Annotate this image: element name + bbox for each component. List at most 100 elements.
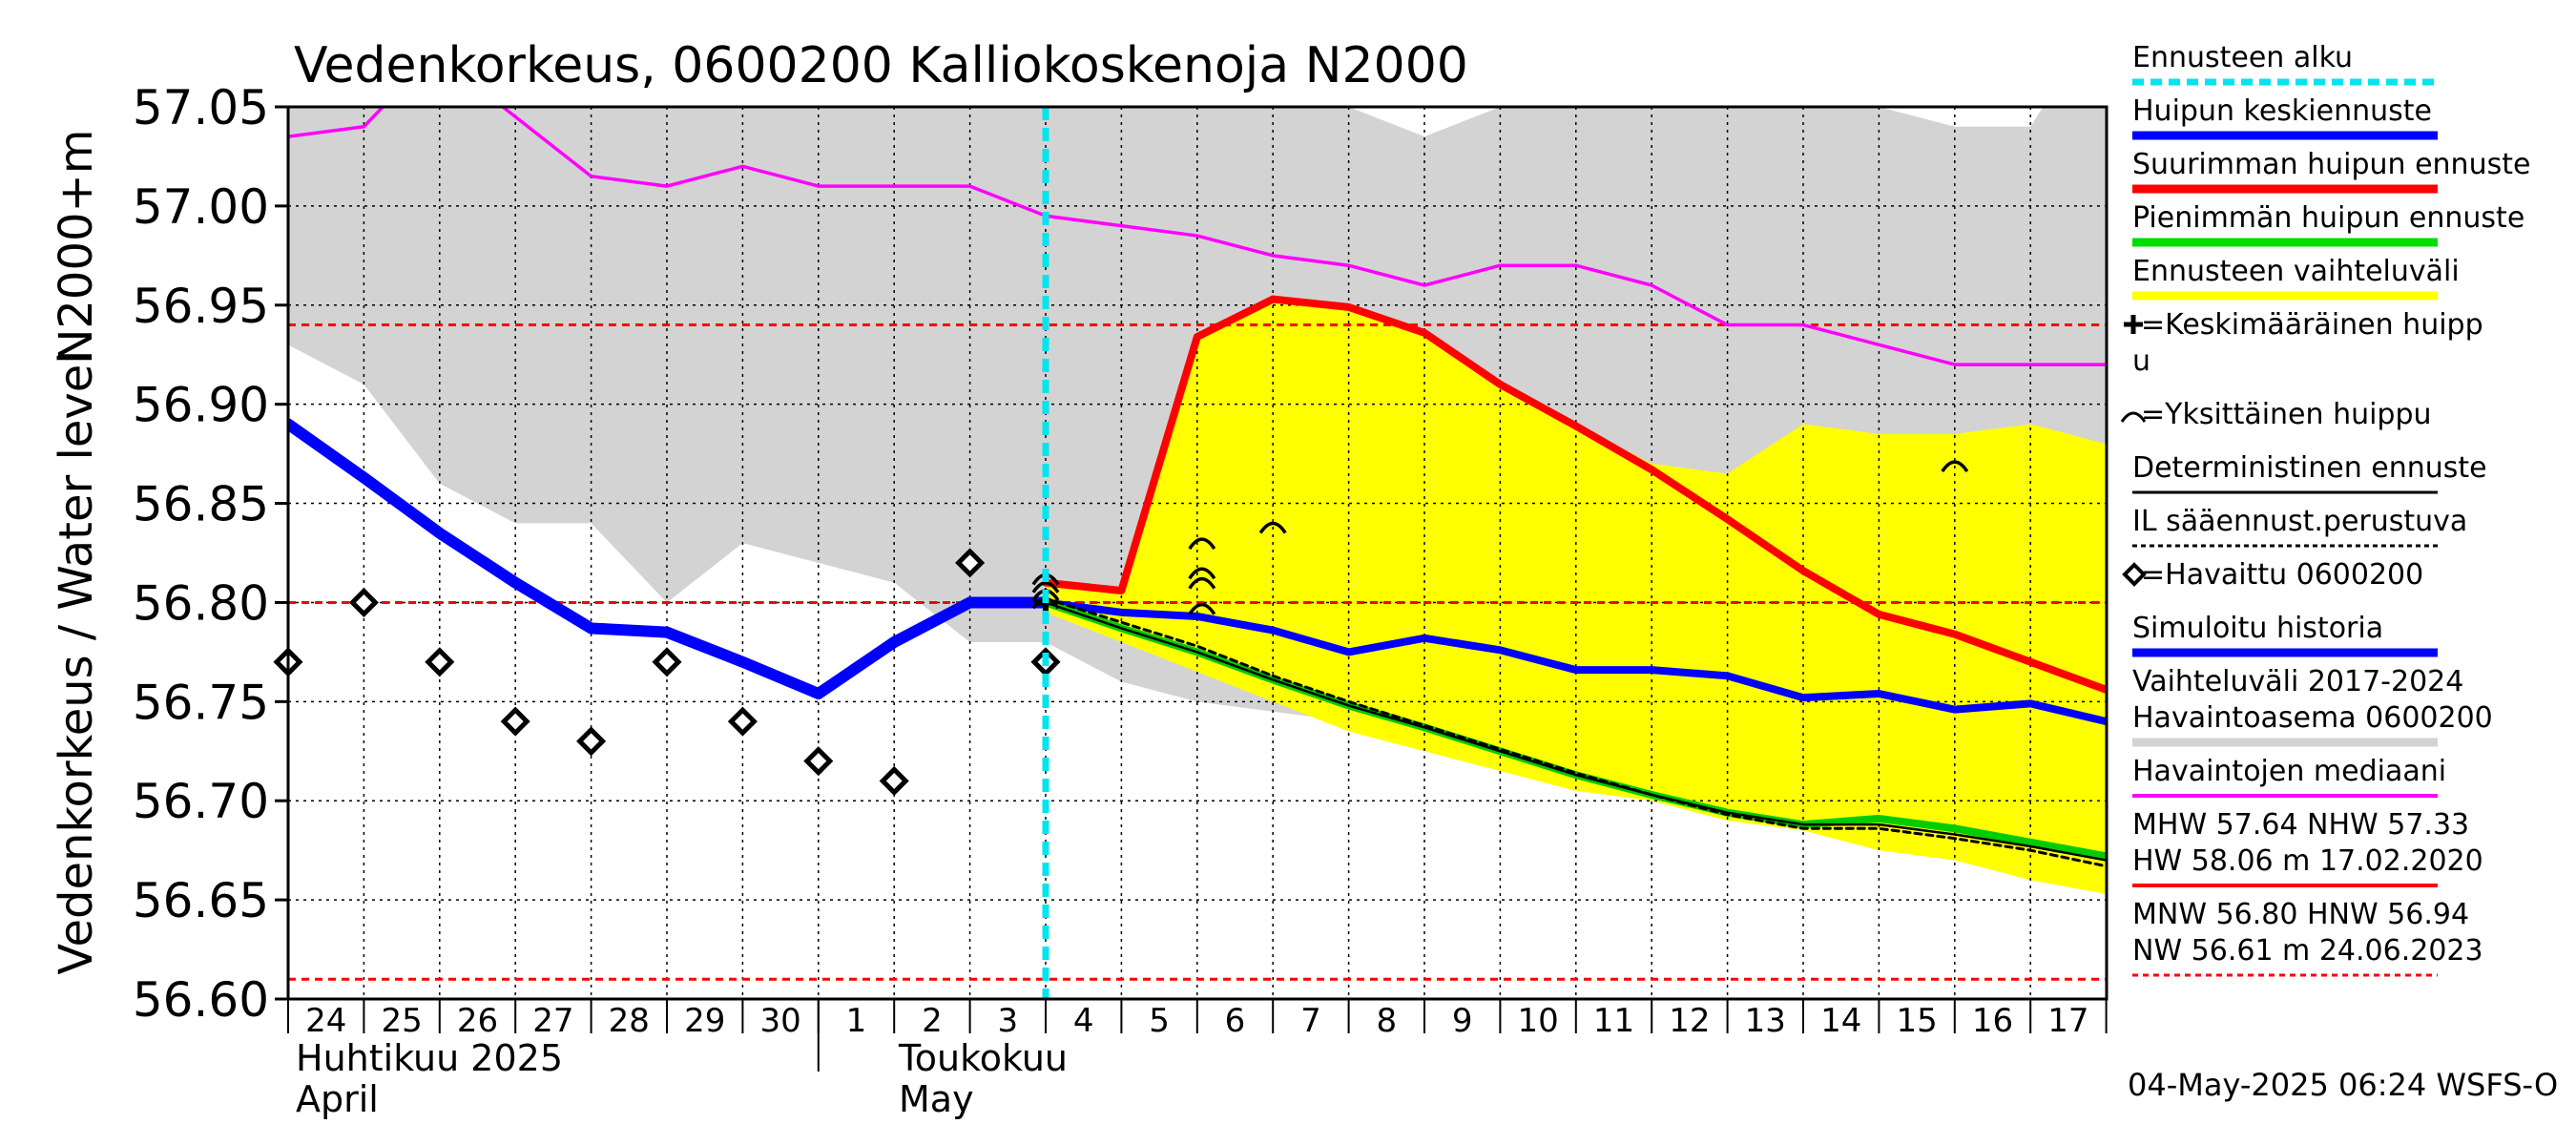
legend-vaihteluvali-2017-2024-label-2: Havaintoasema 0600200 [2132, 701, 2493, 735]
x-tick-label-29: 29 [684, 1002, 725, 1040]
legend-suurimman-huipun-ennuste: Suurimman huipun ennuste [2132, 148, 2530, 194]
legend-il-saaennust-perustuva: IL sääennust.perustuva [2132, 505, 2467, 548]
observed-point [803, 746, 834, 777]
legend-keskimaarainen-huipp-label-2: u [2132, 344, 2150, 378]
x-tick-label-12: 12 [1669, 1002, 1710, 1040]
legend-yksittainen-huippu-swatch [2120, 411, 2147, 423]
observed-point [652, 647, 682, 677]
band-ennusteen-vaihteluvali [1046, 295, 2107, 894]
legend-ennusteen-vaihteluvali: Ennusteen vaihteluväli [2132, 255, 2460, 301]
month-may-fi: Toukokuu [898, 1037, 1068, 1079]
legend-havaintojen-mediaani: Havaintojen mediaani [2132, 755, 2446, 798]
legend-havaittu-0600200-swatch [2122, 562, 2147, 587]
x-tick-label-27: 27 [532, 1002, 573, 1040]
x-tick-label-4: 4 [1073, 1002, 1094, 1040]
legend-huipun-keskiennuste-label: Huipun keskiennuste [2132, 94, 2432, 128]
y-tick-label-57.00: 57.00 [133, 179, 269, 235]
y-axis-unit-label: N2000+m [50, 129, 103, 363]
legend-keskimaarainen-huipp-label: =Keskimääräinen huipp [2141, 308, 2483, 342]
month-april-fi: Huhtikuu 2025 [296, 1037, 563, 1079]
observed-point [879, 765, 909, 796]
legend-havaintojen-mediaani-label: Havaintojen mediaani [2132, 755, 2446, 788]
x-tick-label-7: 7 [1300, 1002, 1321, 1040]
footer-timestamp: 04-May-2025 06:24 WSFS-O [2128, 1067, 2558, 1103]
legend-keskimaarainen-huipp-swatch [2124, 315, 2143, 334]
observed-point [576, 726, 607, 757]
x-tick-label-3: 3 [997, 1002, 1018, 1040]
legend-havaittu-0600200: =Havaittu 0600200 [2122, 558, 2423, 592]
single-peak-marker [1188, 567, 1216, 580]
x-tick-label-28: 28 [609, 1002, 650, 1040]
single-peak-marker [1258, 521, 1287, 534]
legend-vaihteluvali-2017-2024: Vaihteluväli 2017-2024 Havaintoasema 060… [2132, 665, 2493, 747]
legend-suurimman-huipun-ennuste-label: Suurimman huipun ennuste [2132, 148, 2530, 181]
x-tick-label-1: 1 [846, 1002, 867, 1040]
legend-deterministinen-ennuste: Deterministinen ennuste [2132, 451, 2487, 494]
single-peak-marker [1188, 602, 1216, 615]
legend-pienimman-huipun-ennuste-label: Pienimmän huipun ennuste [2132, 201, 2524, 235]
observed-point [955, 548, 986, 578]
y-tick-label-56.70: 56.70 [133, 774, 269, 829]
legend-yksittainen-huippu: =Yksittäinen huippu [2120, 398, 2432, 431]
legend: Ennusteen alku Huipun keskiennuste Suurimm… [2120, 41, 2530, 977]
observed-point [727, 706, 758, 737]
y-tick-label-57.05: 57.05 [133, 80, 269, 135]
x-tick-label-8: 8 [1376, 1002, 1397, 1040]
legend-ennusteen-alku: Ennusteen alku [2132, 41, 2438, 86]
legend-mhw-57-64-nhw-57-33-label: MHW 57.64 NHW 57.33 [2132, 808, 2469, 842]
line-il-saaennust-perustuva [1044, 596, 2107, 868]
x-tick-label-24: 24 [305, 1002, 346, 1040]
x-tick-label-15: 15 [1896, 1002, 1937, 1040]
single-peak-marker [1941, 460, 1969, 473]
month-april-en: April [296, 1078, 379, 1120]
legend-deterministinen-ennuste-label: Deterministinen ennuste [2132, 451, 2487, 485]
y-tick-label-56.90: 56.90 [133, 378, 269, 433]
legend-mnw-56-80-hnw-56-94-label-2: NW 56.61 m 24.06.2023 [2132, 934, 2483, 968]
month-may-en: May [899, 1078, 974, 1120]
legend-mnw-56-80-hnw-56-94-label: MNW 56.80 HNW 56.94 [2132, 898, 2469, 931]
observed-point [425, 647, 455, 677]
line-havaintojen-mediaani [288, 107, 2107, 366]
legend-ennusteen-vaihteluvali-label: Ennusteen vaihteluväli [2132, 255, 2460, 288]
series-lines [288, 107, 2107, 868]
x-tick-label-6: 6 [1225, 1002, 1246, 1040]
x-tick-label-30: 30 [759, 1002, 800, 1040]
line-suurimman-huipun-ennuste [1042, 295, 2107, 694]
x-tick-label-14: 14 [1820, 1002, 1861, 1040]
y-tick-label-56.75: 56.75 [133, 675, 269, 730]
x-tick-label-13: 13 [1745, 1002, 1786, 1040]
y-tick-label-56.60: 56.60 [133, 972, 269, 1028]
x-tick-label-9: 9 [1452, 1002, 1473, 1040]
x-tick-label-10: 10 [1517, 1002, 1558, 1040]
y-tick-label-56.80: 56.80 [133, 575, 269, 631]
y-axis-label: Vedenkorkeus / Water level [50, 351, 103, 974]
y-tick-label-56.95: 56.95 [133, 279, 269, 334]
legend-vaihteluvali-2017-2024-label: Vaihteluväli 2017-2024 [2132, 665, 2463, 698]
x-tick-label-25: 25 [381, 1002, 422, 1040]
legend-simuloitu-historia: Simuloitu historia [2132, 612, 2438, 657]
x-tick-label-5: 5 [1149, 1002, 1170, 1040]
legend-keskimaarainen-huipp: =Keskimääräinen huippu [2124, 308, 2483, 378]
x-tick-label-11: 11 [1593, 1002, 1634, 1040]
legend-havaittu-0600200-label: =Havaittu 0600200 [2141, 558, 2423, 592]
y-tick-label-56.65: 56.65 [133, 873, 269, 928]
single-peak-marker [1188, 576, 1216, 590]
line-deterministinen-ennuste [1044, 601, 2107, 862]
legend-mhw-57-64-nhw-57-33-label-2: HW 58.06 m 17.02.2020 [2132, 844, 2483, 878]
legend-ennusteen-alku-label: Ennusteen alku [2132, 41, 2353, 74]
single-peak-marker [1188, 537, 1216, 551]
single-peak-marker [1031, 581, 1060, 593]
legend-simuloitu-historia-label: Simuloitu historia [2132, 612, 2383, 645]
chart-title: Vedenkorkeus, 0600200 Kalliokoskenoja N2… [294, 37, 1468, 94]
x-tick-label-16: 16 [1972, 1002, 2013, 1040]
legend-pienimman-huipun-ennuste: Pienimmän huipun ennuste [2132, 201, 2524, 247]
y-tick-label-56.85: 56.85 [133, 477, 269, 532]
line-huipun-keskiennuste [1042, 598, 2107, 726]
observed-point [500, 706, 530, 737]
x-tick-label-17: 17 [2047, 1002, 2088, 1040]
legend-il-saaennust-perustuva-label: IL sääennust.perustuva [2132, 505, 2467, 538]
legend-huipun-keskiennuste: Huipun keskiennuste [2132, 94, 2438, 140]
